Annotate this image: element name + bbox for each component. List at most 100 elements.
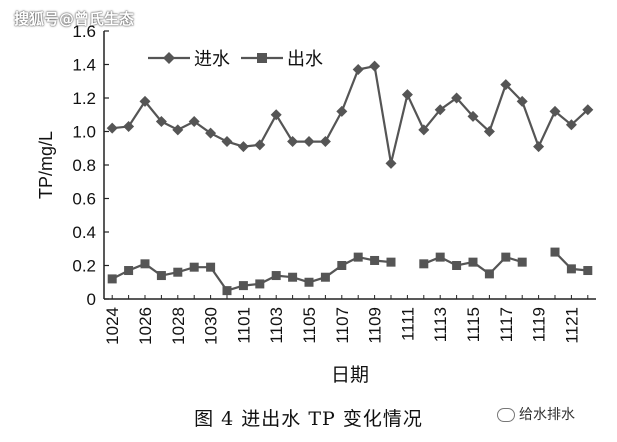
x-tick-label: 1113 xyxy=(431,307,450,342)
data-point xyxy=(337,261,347,270)
y-tick-label: 0.4 xyxy=(72,223,96,242)
data-point xyxy=(483,126,495,137)
data-point xyxy=(271,271,281,281)
x-tick-label: 1111 xyxy=(398,307,417,341)
legend-marker xyxy=(257,53,267,63)
data-point xyxy=(221,136,233,148)
x-tick-label: 1109 xyxy=(366,307,385,344)
data-point xyxy=(452,261,462,270)
data-point xyxy=(189,262,199,272)
y-tick-label: 1.6 xyxy=(72,22,96,41)
watermark-wechat: 给水排水 xyxy=(497,404,575,424)
data-point xyxy=(385,157,397,169)
x-tick-label: 1103 xyxy=(267,307,286,344)
data-point xyxy=(107,274,117,284)
data-point xyxy=(583,266,593,276)
legend-label: 进水 xyxy=(194,49,230,70)
data-point xyxy=(401,89,413,101)
x-tick-label: 1107 xyxy=(333,307,352,344)
x-tick-label: 1119 xyxy=(530,307,549,342)
x-tick-label: 1105 xyxy=(300,307,319,344)
data-point xyxy=(303,136,315,148)
x-tick-label: 1115 xyxy=(464,307,483,342)
data-point xyxy=(435,252,445,262)
series-effluent xyxy=(107,247,593,296)
y-tick-label: 1.0 xyxy=(72,123,96,142)
data-point xyxy=(288,272,298,282)
data-point xyxy=(500,79,512,91)
data-point xyxy=(516,95,528,107)
x-tick-label: 1026 xyxy=(136,307,155,345)
line-chart: 0 0.2 0.4 0.6 0.8 1.0 1.2 1.4 1.6 1024 1026 1028 103… xyxy=(36,22,596,386)
data-point xyxy=(565,119,577,131)
data-point xyxy=(287,136,299,148)
x-tick-label: 1121 xyxy=(562,307,581,344)
data-point xyxy=(434,104,446,116)
figure-caption: 图 4 进出水 TP 变化情况 xyxy=(194,408,423,430)
data-point xyxy=(222,286,232,296)
legend-marker xyxy=(163,52,175,64)
watermark-wechat-text: 给水排水 xyxy=(519,407,575,423)
x-tick-label: 1101 xyxy=(234,307,253,344)
x-tick-label: 1117 xyxy=(497,307,516,342)
y-tick-label: 1.4 xyxy=(72,56,96,75)
data-point xyxy=(501,252,511,262)
data-point xyxy=(369,60,381,72)
wechat-icon xyxy=(497,408,515,422)
watermark-sohu: 搜狐号@曾氏生态 xyxy=(14,10,135,28)
data-point xyxy=(270,109,282,121)
legend-label: 出水 xyxy=(287,49,323,70)
data-point xyxy=(255,279,265,289)
series-influent xyxy=(106,60,594,169)
data-point xyxy=(549,105,561,117)
data-point xyxy=(156,271,166,281)
data-point xyxy=(254,139,266,151)
data-point xyxy=(304,277,314,287)
y-tick-label: 0.8 xyxy=(72,156,96,175)
x-tick-label: 1024 xyxy=(103,307,122,345)
data-point xyxy=(533,141,545,153)
data-point xyxy=(352,64,364,76)
data-point xyxy=(467,110,479,122)
data-point xyxy=(319,136,331,148)
series-line xyxy=(111,251,588,292)
data-point xyxy=(123,120,135,132)
y-tick-label: 1.2 xyxy=(72,89,96,108)
data-point xyxy=(336,105,348,117)
data-point xyxy=(468,257,478,267)
data-point xyxy=(566,264,576,274)
data-point xyxy=(451,92,463,104)
x-tick-label: 1030 xyxy=(202,307,221,345)
data-point xyxy=(173,267,183,277)
data-point xyxy=(140,259,150,269)
data-point xyxy=(484,269,494,279)
data-point xyxy=(370,255,380,265)
legend: 进水 出水 xyxy=(148,49,323,70)
y-tick-label: 0.2 xyxy=(72,257,96,276)
data-point xyxy=(139,95,151,107)
data-point xyxy=(205,127,217,139)
data-point xyxy=(419,259,429,269)
data-point xyxy=(550,247,560,257)
data-point xyxy=(172,124,184,136)
y-tick-label: 0.6 xyxy=(72,190,96,209)
data-point xyxy=(517,257,527,267)
x-axis-label: 日期 xyxy=(331,364,369,386)
data-point xyxy=(418,124,430,136)
data-point xyxy=(124,266,134,276)
data-point xyxy=(206,262,216,272)
data-point xyxy=(155,115,167,127)
y-axis-label: TP/mg/L xyxy=(36,131,56,199)
y-tick-label: 0 xyxy=(87,290,96,309)
data-point xyxy=(238,281,248,291)
data-point xyxy=(582,104,594,116)
data-point xyxy=(106,122,118,134)
data-point xyxy=(237,141,249,153)
x-tick-label: 1028 xyxy=(169,307,188,345)
data-point xyxy=(353,252,363,262)
data-point xyxy=(320,272,330,282)
data-point xyxy=(386,257,396,267)
series-line xyxy=(112,64,589,164)
data-point xyxy=(188,115,200,127)
